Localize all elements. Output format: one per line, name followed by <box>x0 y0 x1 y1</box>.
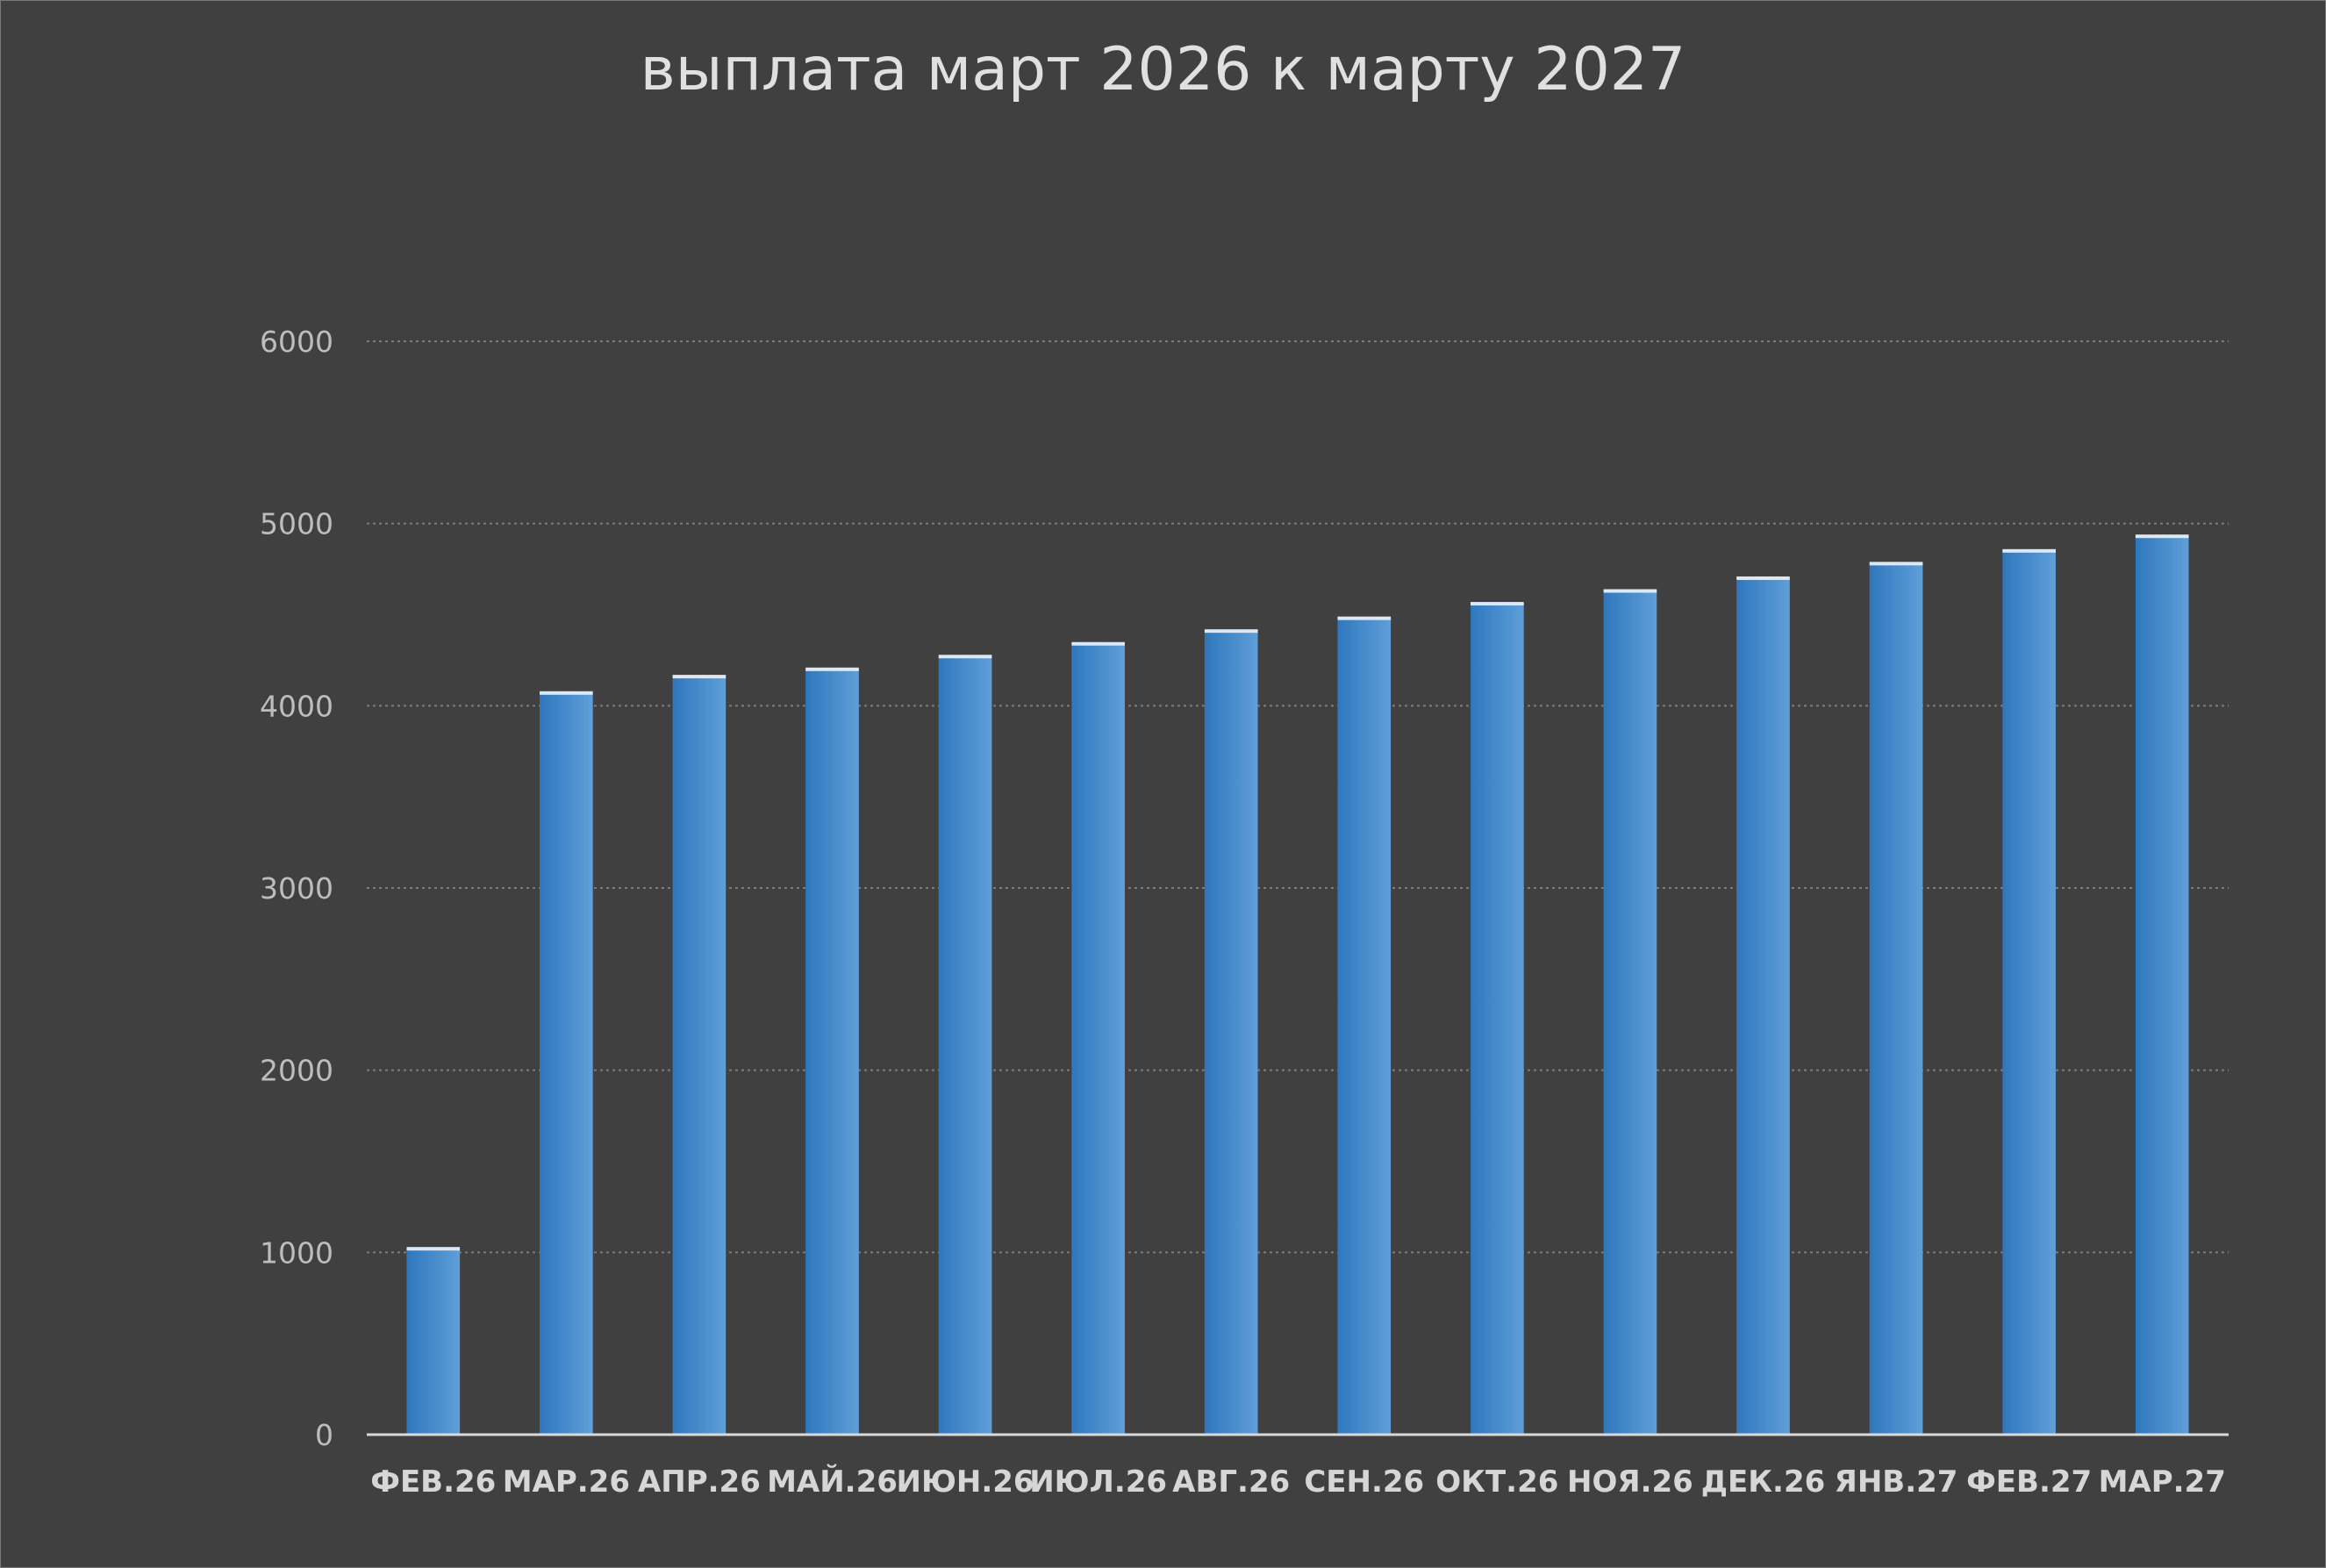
x-category-label: МАЙ.26 <box>767 1464 898 1500</box>
chart-title: выплата март 2026 к марту 2027 <box>640 35 1686 104</box>
bar-cap <box>1471 602 1524 606</box>
y-axis-tick-labels: 0 1000 2000 3000 4000 5000 6000 <box>260 325 333 1452</box>
x-category-label: МАР.26 <box>503 1464 630 1500</box>
gridlines <box>367 340 2229 1254</box>
x-category-label: ДЕК.26 <box>1701 1464 1826 1500</box>
x-category-label: ИЮЛ.26 <box>1029 1464 1167 1500</box>
x-category-label: ЯНВ.27 <box>1835 1464 1958 1500</box>
y-tick-label: 3000 <box>260 871 333 906</box>
x-category-label: НОЯ.26 <box>1567 1464 1693 1500</box>
bar-cap <box>2135 534 2189 539</box>
bar-cap <box>1869 562 1923 566</box>
y-tick-label: 5000 <box>260 507 333 541</box>
x-category-label: МАР.27 <box>2099 1464 2226 1500</box>
bar-ИЮН.26 <box>938 656 992 1435</box>
bar-cap <box>406 1247 461 1251</box>
bar-cap <box>938 655 992 659</box>
bar-СЕН.26 <box>1337 618 1392 1435</box>
bar-МАЙ.26 <box>805 669 859 1435</box>
bar-cap <box>805 667 859 671</box>
x-category-label: АВГ.26 <box>1172 1464 1290 1500</box>
bar-ФЕВ.26 <box>406 1249 461 1435</box>
bar-cap <box>2002 548 2056 553</box>
bar-cap <box>1204 629 1258 634</box>
x-category-label: ОКТ.26 <box>1435 1464 1558 1500</box>
bar-ИЮЛ.26 <box>1071 643 1125 1435</box>
bar-ОКТ.26 <box>1471 604 1524 1435</box>
bar-ФЕВ.27 <box>2002 550 2056 1435</box>
bar-МАР.27 <box>2135 536 2189 1435</box>
bar-АВГ.26 <box>1204 631 1258 1435</box>
bar-НОЯ.26 <box>1603 591 1657 1435</box>
bar-ЯНВ.27 <box>1869 563 1923 1435</box>
x-category-label: СЕН.26 <box>1304 1464 1424 1500</box>
bar-cap <box>1337 616 1392 620</box>
bars <box>406 534 2189 1435</box>
bar-cap <box>1736 576 1790 580</box>
bar-МАР.26 <box>540 692 593 1435</box>
y-tick-label: 6000 <box>260 325 333 359</box>
bar-ДЕК.26 <box>1736 577 1790 1435</box>
y-tick-label: 0 <box>315 1418 333 1452</box>
bar-cap <box>1603 589 1657 593</box>
x-category-label: ИЮН.26 <box>897 1464 1034 1500</box>
x-category-label: ФЕВ.27 <box>1966 1464 2092 1500</box>
bar-cap <box>1071 641 1125 646</box>
bar-АПР.26 <box>672 677 726 1435</box>
x-category-label: ФЕВ.26 <box>370 1464 496 1500</box>
x-category-label: АПР.26 <box>638 1464 761 1500</box>
y-tick-label: 2000 <box>260 1054 333 1088</box>
y-tick-label: 4000 <box>260 689 333 723</box>
y-tick-label: 1000 <box>260 1235 333 1270</box>
bar-cap <box>540 691 593 695</box>
bar-cap <box>672 675 726 679</box>
